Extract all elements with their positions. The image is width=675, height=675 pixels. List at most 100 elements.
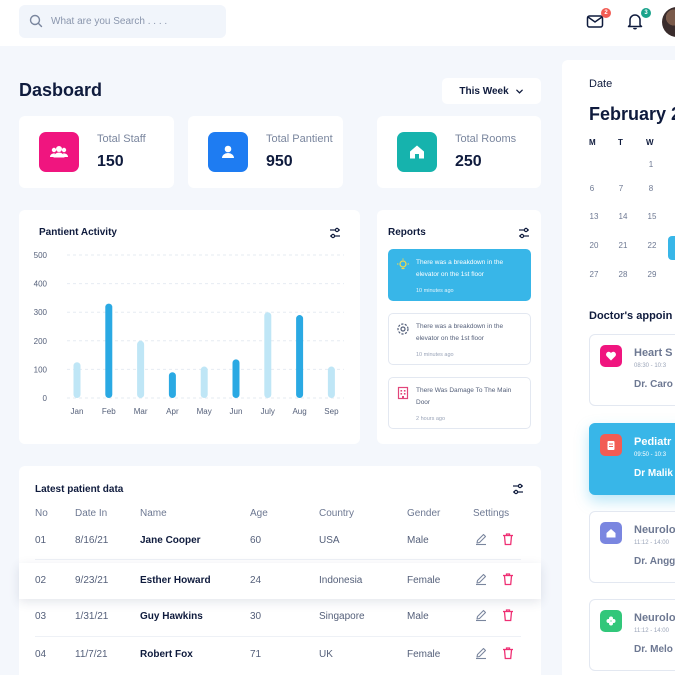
- trash-icon[interactable]: [501, 646, 515, 660]
- appointment-card[interactable]: Neurolo 11:12 - 14:00 Dr. Melo: [589, 599, 675, 671]
- row-divider: [35, 559, 521, 560]
- bell-icon: [627, 14, 643, 30]
- search-box[interactable]: [19, 5, 226, 38]
- stat-value: 150: [97, 153, 124, 170]
- bar-may[interactable]: [200, 366, 208, 398]
- trash-icon[interactable]: [501, 572, 515, 586]
- appointment-card[interactable]: Pediatr 09:50 - 10:3 Dr Malik: [589, 423, 675, 495]
- appointment-doctor: Dr. Caro: [634, 379, 673, 390]
- x-tick-label: Jan: [71, 407, 84, 416]
- calendar-day[interactable]: 21: [618, 241, 628, 250]
- y-tick-label: 0: [43, 394, 48, 403]
- y-tick-label: 400: [34, 280, 48, 289]
- filter-icon[interactable]: [329, 227, 341, 239]
- cell-no: 03: [35, 611, 47, 622]
- stat-card-patients[interactable]: Total Pantient 950: [188, 116, 343, 188]
- building-icon: [397, 386, 409, 400]
- report-item[interactable]: There was a breakdown in the elevator on…: [388, 249, 531, 301]
- search-input[interactable]: [51, 5, 221, 38]
- calendar-selected-day[interactable]: [668, 236, 675, 260]
- calendar-day[interactable]: 6: [589, 184, 595, 193]
- filter-icon[interactable]: [518, 227, 530, 239]
- notifications-button[interactable]: 3: [625, 8, 651, 33]
- y-tick-label: 200: [34, 337, 48, 346]
- x-tick-label: Apr: [166, 407, 179, 416]
- bar-jan[interactable]: [73, 362, 81, 398]
- appointment-card[interactable]: Neurolo 11:12 - 14:00 Dr. Angg: [589, 511, 675, 583]
- cell-country: Singapore: [319, 611, 365, 622]
- cell-name: Guy Hawkins: [140, 611, 203, 622]
- report-time: 10 minutes ago: [416, 288, 454, 294]
- report-text: There Was Damage To The Main Door: [416, 387, 512, 406]
- stat-card-rooms[interactable]: Total Rooms 250: [377, 116, 541, 188]
- cell-name: Robert Fox: [140, 649, 193, 660]
- period-dropdown[interactable]: This Week: [442, 78, 541, 104]
- home-icon: [397, 132, 437, 172]
- x-tick-label: Aug: [292, 407, 306, 416]
- cell-name: Jane Cooper: [140, 535, 201, 546]
- bar-aug[interactable]: [296, 315, 304, 398]
- calendar-day[interactable]: 22: [647, 241, 657, 250]
- cell-age: 30: [250, 611, 262, 622]
- table-row[interactable]: 02 9/23/21 Esther Howard 24 Indonesia Fe…: [19, 563, 541, 599]
- report-item[interactable]: There was a breakdown in the elevator on…: [388, 313, 531, 365]
- trash-icon[interactable]: [501, 532, 515, 546]
- calendar-day[interactable]: 20: [589, 241, 599, 250]
- bar-apr[interactable]: [168, 372, 176, 398]
- calendar-day[interactable]: 29: [647, 270, 657, 279]
- table-row[interactable]: 03 1/31/21 Guy Hawkins 30 Singapore Male: [19, 599, 541, 635]
- edit-icon[interactable]: [474, 608, 488, 622]
- cell-age: 71: [250, 649, 262, 660]
- table-row[interactable]: 04 11/7/21 Robert Fox 71 UK Female: [19, 637, 541, 673]
- calendar-day[interactable]: 28: [618, 270, 628, 279]
- y-tick-label: 100: [34, 365, 48, 374]
- row-divider: [35, 636, 521, 637]
- cell-name: Esther Howard: [140, 575, 211, 586]
- calendar-day[interactable]: 14: [618, 212, 628, 221]
- search-icon: [29, 14, 43, 28]
- calendar-day[interactable]: 8: [648, 184, 654, 193]
- stat-label: Total Pantient: [266, 133, 333, 145]
- appointment-name: Neurolo: [634, 524, 675, 536]
- calendar-day[interactable]: 27: [589, 270, 599, 279]
- cell-age: 24: [250, 575, 262, 586]
- table-row[interactable]: 01 8/16/21 Jane Cooper 60 USA Male: [19, 523, 541, 559]
- column-header: Age: [250, 508, 268, 519]
- bar-july[interactable]: [264, 312, 272, 398]
- stat-label: Total Staff: [97, 133, 146, 145]
- stat-card-staff[interactable]: Total Staff 150: [19, 116, 174, 188]
- calendar-month: February 2: [589, 104, 675, 124]
- activity-title: Pantient Activity: [39, 227, 117, 238]
- weekday-label: M: [589, 138, 596, 147]
- x-tick-label: Feb: [102, 407, 116, 416]
- x-tick-label: May: [197, 407, 212, 416]
- cell-date: 1/31/21: [75, 611, 109, 622]
- cell-gender: Female: [407, 649, 441, 660]
- bar-sep[interactable]: [327, 366, 335, 398]
- bell-badge: 3: [641, 8, 651, 18]
- appointment-time: 11:12 - 14:00: [634, 540, 669, 546]
- calendar-day[interactable]: 1: [648, 160, 654, 169]
- user-avatar[interactable]: [662, 7, 675, 37]
- trash-icon[interactable]: [501, 608, 515, 622]
- edit-icon[interactable]: [474, 532, 488, 546]
- bar-feb[interactable]: [105, 303, 113, 398]
- appointment-doctor: Dr Malik: [634, 468, 673, 479]
- edit-icon[interactable]: [474, 572, 488, 586]
- edit-icon[interactable]: [474, 646, 488, 660]
- clipboard-icon: [600, 434, 622, 456]
- report-text: There was a breakdown in the elevator on…: [416, 323, 504, 342]
- calendar-day[interactable]: 15: [647, 212, 657, 221]
- calendar-day[interactable]: 13: [589, 212, 599, 221]
- calendar-day[interactable]: 7: [618, 184, 624, 193]
- bar-jun[interactable]: [232, 359, 240, 398]
- bar-mar[interactable]: [137, 340, 145, 398]
- report-text: There was a breakdown in the elevator on…: [416, 259, 504, 278]
- appointment-card[interactable]: Heart S 08:30 - 10:3 Dr. Caro: [589, 334, 675, 406]
- appointment-time: 11:12 - 14:00: [634, 628, 669, 634]
- appointment-name: Pediatr: [634, 436, 672, 448]
- filter-icon[interactable]: [512, 483, 524, 495]
- report-item[interactable]: There Was Damage To The Main Door 2 hour…: [388, 377, 531, 429]
- column-header: Settings: [473, 508, 510, 519]
- mail-button[interactable]: 2: [585, 8, 611, 33]
